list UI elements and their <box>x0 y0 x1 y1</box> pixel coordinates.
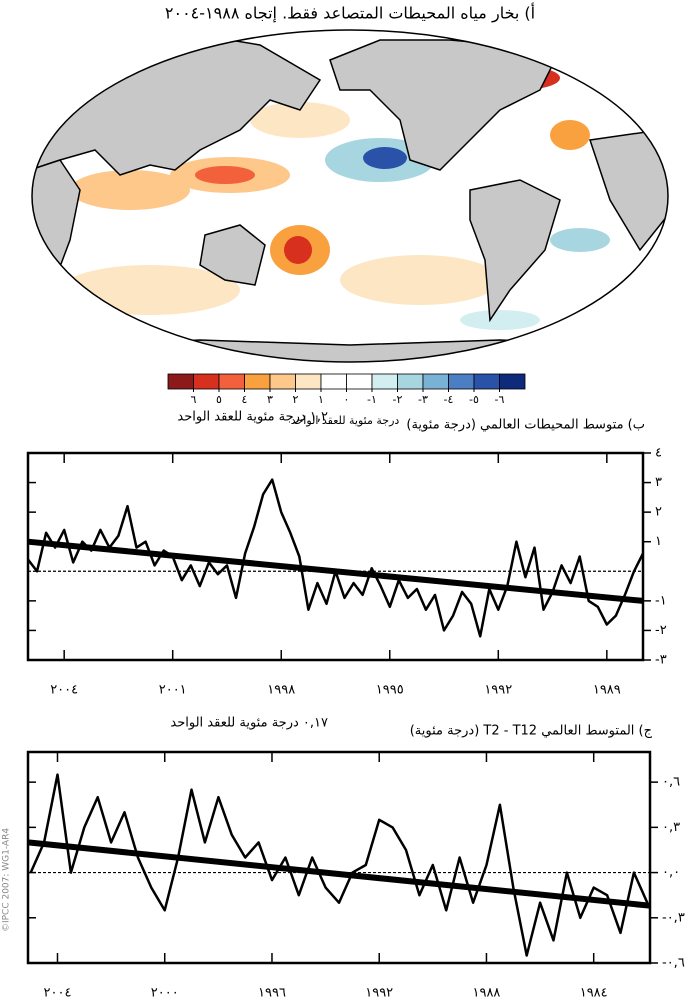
colorbar-cell <box>244 373 271 390</box>
y-tick-label: -٢ <box>655 623 667 638</box>
colorbar-label: ٣ <box>267 393 273 406</box>
chart-title: ج) المتوسط العالمي T2 - T12 (درجة مئوية) <box>410 724 653 739</box>
colorbar-label: -٢ <box>393 393 403 406</box>
colorbar-label: ٥ <box>216 393 222 406</box>
colorbar-cell <box>295 373 322 390</box>
y-tick-label: ١ <box>655 534 662 549</box>
x-tick-label: ١٩٩٨ <box>267 683 295 698</box>
data-line <box>29 773 649 957</box>
y-tick-label: ٤ <box>655 446 662 461</box>
x-tick-label: ١٩٩٥ <box>376 683 404 698</box>
data-line <box>27 478 645 638</box>
line-chart: ج) المتوسط العالمي T2 - T12 (درجة مئوية)… <box>26 716 685 1001</box>
colorbar-label: ٤ <box>242 393 248 406</box>
x-tick-label: ١٩٨٨ <box>472 986 500 1001</box>
colorbar-label: -٥ <box>469 393 479 406</box>
y-tick-label: ٣ <box>655 475 662 490</box>
x-tick-label: ١٩٩٢ <box>365 986 393 1001</box>
colorbar-cell <box>499 373 526 390</box>
colorbar-label: -١ <box>367 393 377 406</box>
chart-title: ب) متوسط المحيطات العالمي (درجة مئوية) <box>406 418 645 433</box>
y-tick-label: ٠,٦ <box>662 775 680 790</box>
trend-annotation: ٠,١٧ درجة مئوية للعقد الواحد <box>170 716 328 731</box>
colorbar-cell <box>397 373 424 390</box>
y-tick-label: ٠,٣ <box>662 820 680 835</box>
map-outline <box>31 29 669 363</box>
colorbar-cell <box>346 373 373 390</box>
plot-frame <box>26 750 652 965</box>
y-tick-label: ٠,٠ <box>662 865 680 880</box>
y-tick-label: -١ <box>655 593 667 608</box>
x-tick-label: ١٩٩٦ <box>258 986 286 1001</box>
credit: ©IPCC 2007: WG1-AR4 <box>2 828 12 932</box>
colorbar-cell <box>473 373 500 390</box>
colorbar-cell <box>193 373 220 390</box>
colorbar-label: -٤ <box>444 393 454 406</box>
y-tick-label: -٣ <box>655 653 667 668</box>
trend-line <box>27 538 644 604</box>
colorbar-cell <box>320 373 347 390</box>
y-tick-label: ٢ <box>655 505 662 520</box>
y-tick-label: -٠,٣ <box>662 910 685 925</box>
x-tick-label: ٢٠٠٤ <box>50 683 78 698</box>
map <box>32 30 668 362</box>
x-tick-label: ٢٠٠٤ <box>44 986 72 1001</box>
x-tick-label: ١٩٩٢ <box>484 683 512 698</box>
map-title: أ) بخار مياه المحيطات المتصاعد فقط. إتجا… <box>165 3 535 24</box>
plot-frame <box>26 451 645 662</box>
colorbar-cell <box>422 373 449 390</box>
colorbar-label: -٣ <box>418 393 428 406</box>
colorbar-label: ٠ <box>344 393 350 406</box>
colorbar-label: ١ <box>318 393 324 406</box>
colorbar-cell <box>448 373 475 390</box>
colorbar-cell <box>371 373 398 390</box>
x-tick-label: ١٩٨٩ <box>593 683 621 698</box>
y-tick-label: -٠,٦ <box>662 956 685 971</box>
colorbar-label: -٦ <box>495 393 505 406</box>
colorbar-label: ٦ <box>191 393 197 406</box>
trend-line <box>27 839 651 909</box>
x-tick-label: ٢٠٠١ <box>159 683 187 698</box>
colorbar-cell <box>167 373 194 390</box>
colorbar-unit: درجة مئوية للعقد الواحد <box>291 414 400 427</box>
colorbar-label: ٢ <box>293 393 299 406</box>
x-tick-label: ٢٠٠٠ <box>151 986 179 1001</box>
colorbar-cell <box>269 373 296 390</box>
x-tick-label: ١٩٨٤ <box>580 986 608 1001</box>
colorbar-cell <box>218 373 245 390</box>
line-chart: ب) متوسط المحيطات العالمي (درجة مئوية) ١,… <box>26 410 667 698</box>
trend-annotation: ١,٢ درجة مئوية للعقد الواحد <box>177 410 328 425</box>
